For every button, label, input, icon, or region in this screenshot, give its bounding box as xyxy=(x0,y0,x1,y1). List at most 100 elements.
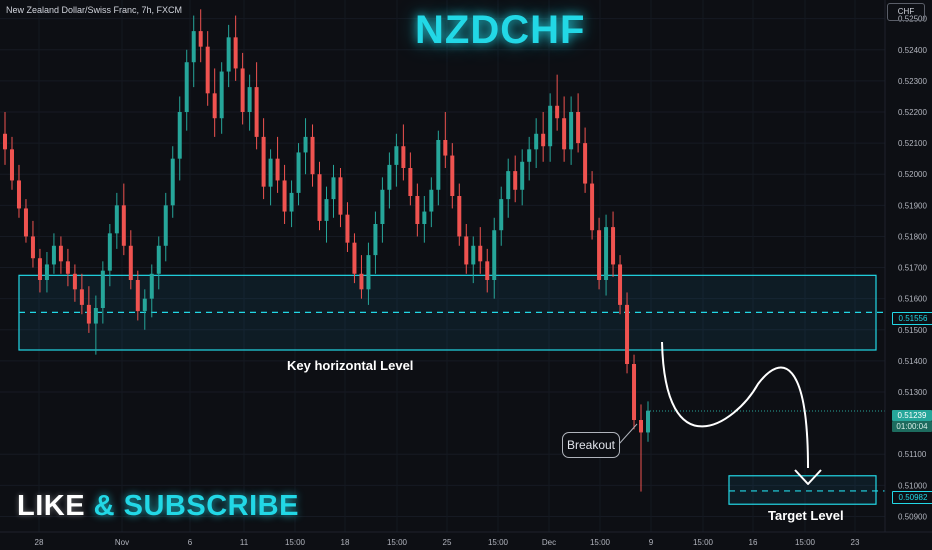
candle xyxy=(58,245,63,262)
candle xyxy=(443,140,448,156)
y-tick-label: 0.52200 xyxy=(898,108,927,117)
candle xyxy=(268,158,273,187)
candle xyxy=(9,149,14,181)
candle xyxy=(499,199,504,231)
candle xyxy=(583,143,588,184)
candle xyxy=(184,62,189,112)
candle xyxy=(37,258,42,280)
candle xyxy=(44,264,49,280)
candles-layer xyxy=(3,9,650,492)
candle xyxy=(520,161,525,190)
candle xyxy=(100,270,105,308)
breakout-pointer xyxy=(618,423,638,445)
y-tick-label: 0.52500 xyxy=(898,15,927,24)
countdown-tag: 01:00:04 xyxy=(892,421,932,432)
candle xyxy=(93,308,98,324)
breakout-callout: Breakout xyxy=(562,432,620,458)
currency-badge[interactable]: CHF xyxy=(887,3,925,21)
candle xyxy=(485,261,490,280)
candle xyxy=(79,289,84,305)
mid-level-price-tag: 0.51556 xyxy=(892,312,932,325)
candle xyxy=(23,208,28,237)
candle xyxy=(415,196,420,224)
candle xyxy=(359,273,364,290)
projection-curve xyxy=(661,341,809,469)
candle xyxy=(345,214,350,243)
candle xyxy=(114,205,119,234)
candle xyxy=(219,71,224,119)
candle xyxy=(387,164,392,190)
y-tick-label: 0.51300 xyxy=(898,388,927,397)
candle xyxy=(576,112,581,144)
candle xyxy=(247,87,252,112)
candle xyxy=(611,227,616,265)
candle xyxy=(240,68,245,112)
candle xyxy=(625,304,630,364)
candle xyxy=(338,177,343,215)
x-tick-label: Nov xyxy=(115,538,129,547)
x-tick-label: 9 xyxy=(649,538,654,547)
projection-arrowhead xyxy=(794,469,822,485)
key-level-label: Key horizontal Level xyxy=(287,358,414,373)
candle xyxy=(506,171,511,200)
candle xyxy=(401,146,406,168)
candle xyxy=(149,273,154,299)
x-tick-label: 28 xyxy=(35,538,44,547)
candle xyxy=(324,199,329,221)
candle xyxy=(394,146,399,165)
candle xyxy=(562,118,567,150)
x-tick-label: 15:00 xyxy=(693,538,714,547)
price-axis: 0.52500 0.52400 0.52300 0.52200 0.52100 0.520… xyxy=(884,0,927,532)
target-level-label: Target Level xyxy=(768,508,844,523)
candle xyxy=(72,273,77,290)
x-tick-label: 18 xyxy=(341,538,350,547)
key-level-zone xyxy=(18,274,877,351)
target-level-zone xyxy=(728,475,877,505)
y-tick-label: 0.50900 xyxy=(898,512,927,521)
y-tick-label: 0.51100 xyxy=(898,450,927,459)
y-tick-label: 0.51600 xyxy=(898,295,927,304)
candle xyxy=(310,136,315,175)
y-tick-label: 0.52400 xyxy=(898,46,927,55)
x-tick-label: 15:00 xyxy=(285,538,306,547)
x-tick-label: 11 xyxy=(240,538,249,547)
candle xyxy=(303,136,308,153)
candle xyxy=(142,298,147,312)
candle xyxy=(296,152,301,193)
candle xyxy=(548,105,553,147)
candle xyxy=(107,233,112,271)
candle xyxy=(457,196,462,237)
symbol-info: New Zealand Dollar/Swiss Franc, 7h, FXCM xyxy=(6,5,183,15)
candle xyxy=(282,180,287,212)
y-tick-label: 0.51400 xyxy=(898,357,927,366)
subscribe-word: SUBSCRIBE xyxy=(123,490,299,522)
candle xyxy=(198,31,203,47)
y-tick-label: 0.51000 xyxy=(898,481,927,490)
candle xyxy=(450,155,455,196)
candle xyxy=(121,205,126,246)
candle xyxy=(254,87,259,137)
candle xyxy=(212,93,217,119)
candle xyxy=(513,171,518,190)
x-tick-label: 15:00 xyxy=(387,538,408,547)
y-tick-label: 0.51800 xyxy=(898,232,927,241)
candle xyxy=(646,410,650,433)
candle xyxy=(534,133,539,150)
candle xyxy=(163,205,168,246)
candle xyxy=(352,242,357,274)
chart-title: NZDCHF xyxy=(415,8,586,52)
candle xyxy=(527,149,532,162)
candle xyxy=(289,192,294,212)
candle xyxy=(408,168,413,196)
candle xyxy=(261,136,266,187)
zones-layer xyxy=(18,274,885,505)
candle xyxy=(422,211,427,224)
candle xyxy=(380,189,385,224)
candle xyxy=(128,245,133,280)
y-tick-label: 0.52100 xyxy=(898,139,927,148)
y-tick-label: 0.52300 xyxy=(898,77,927,86)
candle xyxy=(331,177,336,200)
chart-grid xyxy=(0,0,885,532)
